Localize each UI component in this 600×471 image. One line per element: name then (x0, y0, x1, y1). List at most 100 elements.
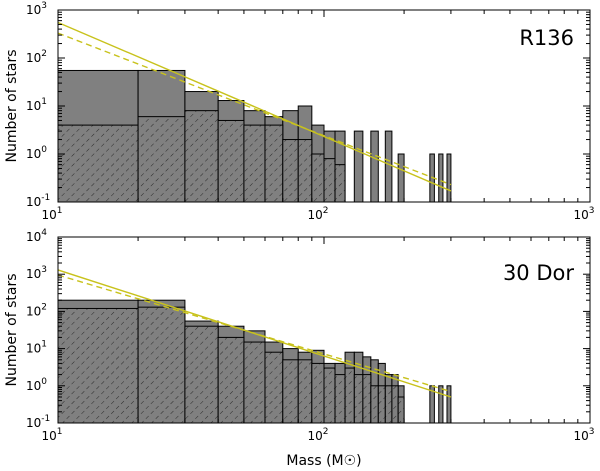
tick-exponent: 0 (41, 377, 47, 387)
histogram-inner-bar (344, 367, 355, 423)
x-tick-label: 102 (307, 206, 328, 222)
tick-exponent: 4 (41, 228, 47, 238)
tick-base: 10 (573, 429, 588, 443)
histogram-inner-bar (377, 385, 386, 423)
tick-exponent: 1 (41, 340, 47, 350)
tick-base: 10 (26, 342, 41, 356)
y-tick-label: 101 (26, 97, 47, 113)
histogram-inner-bar (137, 306, 186, 423)
histogram-inner-bar (334, 164, 346, 202)
tick-exponent: 3 (589, 427, 595, 437)
tick-exponent: 3 (41, 1, 47, 11)
histogram-bar (384, 130, 393, 202)
histogram-bar (438, 385, 444, 423)
plot-area (58, 21, 452, 202)
y-tick-label: 101 (26, 340, 47, 356)
histogram-inner-bar (58, 307, 139, 423)
histogram-inner-bar (397, 396, 405, 423)
histogram-inner-bar (297, 359, 313, 423)
histogram-inner-bar (391, 385, 399, 423)
tick-base: 10 (573, 208, 588, 222)
tick-base: 10 (307, 208, 322, 222)
histogram-inner-bar (311, 153, 325, 202)
tick-exponent: 2 (323, 427, 329, 437)
histogram-bar (370, 130, 379, 202)
tick-exponent: -1 (41, 414, 50, 424)
tick-exponent: 1 (57, 206, 63, 216)
histogram-bar (397, 153, 405, 202)
tick-base: 10 (41, 208, 56, 222)
tick-exponent: 0 (41, 145, 47, 155)
tick-base: 10 (26, 3, 41, 17)
x-tick-label: 103 (573, 427, 594, 443)
histogram-inner-bar (184, 325, 219, 423)
histogram-inner-bar (353, 374, 364, 423)
x-tick-label: 103 (573, 206, 594, 222)
histogram-inner-bar (297, 139, 313, 202)
y-tick-label: 102 (26, 302, 47, 318)
tick-base: 10 (307, 429, 322, 443)
y-tick-label: 10-1 (26, 193, 50, 209)
histogram-bar (353, 130, 364, 202)
plot-area (58, 269, 452, 423)
histogram-inner-bar (311, 362, 325, 423)
panel-title: 30 Dor (503, 261, 574, 285)
tick-base: 10 (26, 51, 41, 65)
tick-base: 10 (26, 99, 41, 113)
tick-base: 10 (26, 230, 41, 244)
histogram-inner-bar (384, 385, 393, 423)
histogram-inner-bar (334, 374, 346, 423)
y-tick-label: 10-1 (26, 414, 50, 430)
y-axis-label: Number of stars (4, 273, 20, 386)
y-tick-label: 102 (26, 49, 47, 65)
y-tick-label: 100 (26, 377, 47, 393)
y-tick-label: 104 (26, 228, 47, 244)
tick-base: 10 (26, 416, 41, 430)
histogram-inner-bar (217, 336, 245, 423)
histogram-inner-bar (243, 341, 266, 423)
histogram-inner-bar (362, 374, 372, 423)
histogram-inner-bar (323, 158, 336, 202)
histogram-inner-bar (58, 124, 139, 202)
tick-base: 10 (26, 267, 41, 281)
tick-base: 10 (26, 379, 41, 393)
fit-line-dashed (58, 274, 452, 393)
histogram-inner-bar (323, 367, 336, 423)
histogram-inner-bar (264, 351, 284, 423)
tick-exponent: 2 (323, 206, 329, 216)
tick-base: 10 (26, 304, 41, 318)
y-tick-label: 103 (26, 1, 47, 17)
fit-line-solid (58, 21, 452, 192)
histogram-bar (438, 153, 444, 202)
tick-base: 10 (26, 195, 41, 209)
x-tick-label: 101 (41, 427, 62, 443)
y-axis-label: Number of stars (4, 49, 20, 162)
x-tick-label: 102 (307, 427, 328, 443)
tick-exponent: 1 (41, 97, 47, 107)
tick-exponent: -1 (41, 193, 50, 203)
histogram-inner-bar (184, 110, 219, 202)
x-axis-label: Mass (M☉) (286, 453, 361, 469)
tick-exponent: 3 (589, 206, 595, 216)
y-tick-label: 100 (26, 145, 47, 161)
histogram-inner-bar (217, 119, 245, 202)
histogram-inner-bar (370, 385, 379, 423)
histogram-bar (446, 153, 452, 202)
tick-exponent: 3 (41, 265, 47, 275)
histogram-inner-bar (282, 139, 299, 202)
tick-exponent: 2 (41, 49, 47, 59)
histogram-inner-bar (137, 116, 186, 202)
histogram-inner-bar (243, 124, 266, 202)
tick-exponent: 1 (57, 427, 63, 437)
x-tick-label: 101 (41, 206, 62, 222)
histogram-inner-bar (264, 124, 284, 202)
fit-line-dashed (58, 32, 452, 186)
y-tick-label: 103 (26, 265, 47, 281)
tick-base: 10 (41, 429, 56, 443)
tick-base: 10 (26, 147, 41, 161)
tick-exponent: 2 (41, 302, 47, 312)
histogram-inner-bar (282, 359, 299, 423)
